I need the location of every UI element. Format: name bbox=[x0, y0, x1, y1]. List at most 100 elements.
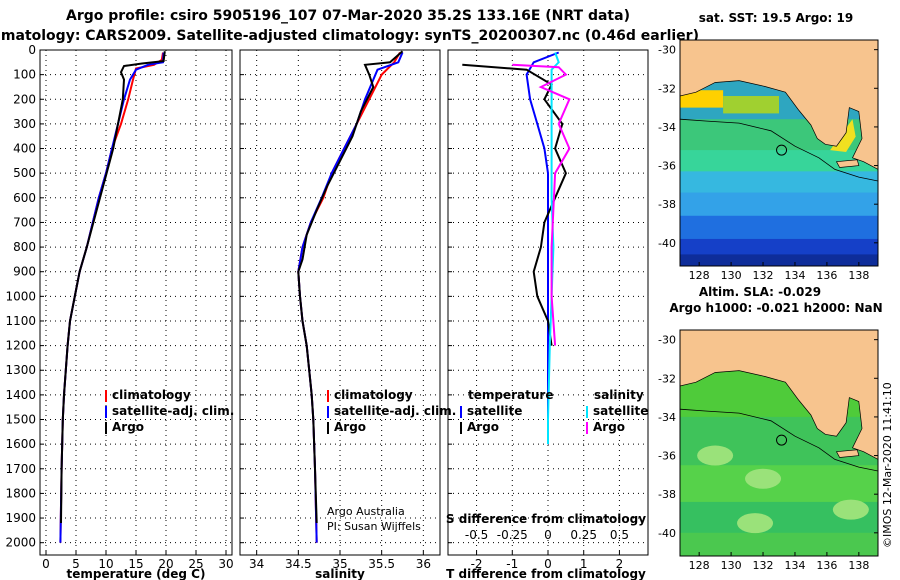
x-tick-label: 15 bbox=[128, 557, 143, 571]
y-tick-label: 100 bbox=[13, 68, 36, 82]
land bbox=[680, 330, 878, 460]
x-tick-label: 0 bbox=[42, 557, 50, 571]
y-tick-label: 400 bbox=[13, 142, 36, 156]
s-tick-label: -0.25 bbox=[497, 528, 528, 542]
map-band bbox=[680, 215, 878, 240]
series-s-argo bbox=[512, 63, 571, 346]
credit-pi: PI: Susan Wijffels bbox=[327, 520, 421, 533]
legend-s-sat-label: satellite bbox=[593, 404, 648, 418]
map-lat-label: -38 bbox=[658, 198, 676, 211]
map-band bbox=[680, 254, 878, 266]
sla-anomaly bbox=[745, 468, 782, 489]
salinity-legend: climatology satellite-adj. clim. Argo bbox=[327, 388, 456, 434]
legend-clim-label: climatology bbox=[334, 388, 413, 402]
sla-anomaly bbox=[832, 499, 869, 520]
x-tick-label: 25 bbox=[188, 557, 203, 571]
y-tick-label: 300 bbox=[13, 117, 36, 131]
sla-map: -30 -32 -34 -36 -38 -40 128 130 132 134 136 138 bbox=[658, 329, 879, 572]
y-tick-label: 500 bbox=[13, 166, 36, 180]
legend-s-argo-label: Argo bbox=[593, 420, 625, 434]
difference-panel: -2 -1 0 1 2 -0.5 -0.25 0 0.25 0.5 bbox=[447, 49, 649, 571]
temperature-xlabel: temperature (deg C) bbox=[67, 567, 206, 580]
kangaroo-island bbox=[835, 449, 860, 458]
x-tick-label: 0 bbox=[544, 557, 552, 571]
map-lon-label: 132 bbox=[753, 269, 774, 282]
y-tick-label: 1500 bbox=[5, 413, 36, 427]
y-tick-label: 1600 bbox=[5, 437, 36, 451]
sla-anomaly bbox=[697, 445, 734, 466]
x-tick-label: 1 bbox=[580, 557, 588, 571]
map-lat-label: -34 bbox=[658, 121, 676, 134]
legend-sat-label: satellite-adj. clim. bbox=[112, 404, 234, 418]
s-tick-label: -0.5 bbox=[465, 528, 488, 542]
map-lon-label: 136 bbox=[816, 269, 837, 282]
x-tick-label: 20 bbox=[158, 557, 173, 571]
legend-sat-label: satellite-adj. clim. bbox=[334, 404, 456, 418]
map-lon-label: 132 bbox=[753, 559, 774, 572]
y-tick-label: 1900 bbox=[5, 511, 36, 525]
y-tick-label: 1000 bbox=[5, 289, 36, 303]
map-band bbox=[680, 150, 878, 173]
legend-t-argo-label: Argo bbox=[467, 420, 499, 434]
difference-xlabel: T difference from climatology bbox=[446, 567, 646, 580]
x-tick-label: -1 bbox=[506, 557, 518, 571]
y-tick-label: 0 bbox=[28, 43, 36, 57]
map-lon-label: 134 bbox=[784, 559, 805, 572]
title-line-2: Climatology: CARS2009. Satellite-adjuste… bbox=[0, 28, 699, 44]
imos-credit: ©IMOS 12-Mar-2020 11:41:10 bbox=[881, 382, 894, 548]
map-lon-label: 130 bbox=[721, 559, 742, 572]
x-tick-label: 30 bbox=[218, 557, 233, 571]
y-tick-label: 800 bbox=[13, 240, 36, 254]
legend-t-sat-label: satellite bbox=[467, 404, 522, 418]
map-lon-label: 138 bbox=[848, 269, 869, 282]
map-lat-label: -34 bbox=[658, 411, 676, 424]
map-lat-label: -32 bbox=[658, 82, 676, 95]
y-tick-label: 1800 bbox=[5, 486, 36, 500]
legend-salinity-header: salinity bbox=[594, 388, 644, 402]
map-lat-label: -38 bbox=[658, 488, 676, 501]
map-lon-label: 136 bbox=[816, 559, 837, 572]
y-tick-label: 1700 bbox=[5, 462, 36, 476]
x-tick-label: 35.5 bbox=[368, 557, 395, 571]
y-tick-label: 200 bbox=[13, 92, 36, 106]
s-difference-label: S difference from climatology bbox=[446, 512, 646, 526]
map-band bbox=[680, 192, 878, 217]
map-lat-label: -36 bbox=[658, 160, 676, 173]
series-t-argo bbox=[462, 63, 567, 346]
warm-patch bbox=[680, 90, 724, 108]
map-frame bbox=[679, 39, 879, 267]
salinity-panel: 34 34.5 35 35.5 36 bbox=[239, 49, 441, 571]
x-tick-label: 5 bbox=[72, 557, 80, 571]
x-tick-label: 2 bbox=[616, 557, 624, 571]
salinity-xlabel: salinity bbox=[315, 567, 365, 580]
map-band bbox=[680, 171, 878, 194]
credit-argo-australia: Argo Australia bbox=[327, 505, 405, 518]
s-tick-label: 0 bbox=[544, 528, 552, 542]
x-tick-label: 34 bbox=[249, 557, 264, 571]
y-tick-label: 900 bbox=[13, 265, 36, 279]
x-tick-label: 35 bbox=[332, 557, 347, 571]
y-tick-label: 700 bbox=[13, 215, 36, 229]
legend-clim-label: climatology bbox=[112, 388, 191, 402]
sst-map-title: sat. SST: 19.5 Argo: 19 bbox=[699, 11, 853, 25]
y-tick-label: 1200 bbox=[5, 339, 36, 353]
map-lat-label: -32 bbox=[658, 372, 676, 385]
isobath-line bbox=[680, 118, 878, 182]
map-band bbox=[680, 532, 878, 556]
isobath-line bbox=[680, 408, 878, 472]
title-line-1: Argo profile: csiro 5905196_107 07-Mar-2… bbox=[66, 8, 630, 24]
x-tick-label: -2 bbox=[471, 557, 483, 571]
s-tick-label: 0.25 bbox=[570, 528, 597, 542]
map-lon-label: 134 bbox=[784, 269, 805, 282]
map-lon-label: 130 bbox=[721, 269, 742, 282]
difference-legend: temperature salinity satellite Argo sate… bbox=[460, 388, 648, 434]
sla-anomaly bbox=[737, 513, 774, 534]
y-tick-label: 1400 bbox=[5, 388, 36, 402]
map-lat-label: -30 bbox=[658, 334, 676, 347]
y-tick-label: 1300 bbox=[5, 363, 36, 377]
map-lon-label: 128 bbox=[689, 269, 710, 282]
s-tick-label: 0.5 bbox=[610, 528, 629, 542]
legend-temperature-header: temperature bbox=[468, 388, 553, 402]
temperature-panel: 0100200300400500600700800900100011001200… bbox=[5, 43, 233, 571]
